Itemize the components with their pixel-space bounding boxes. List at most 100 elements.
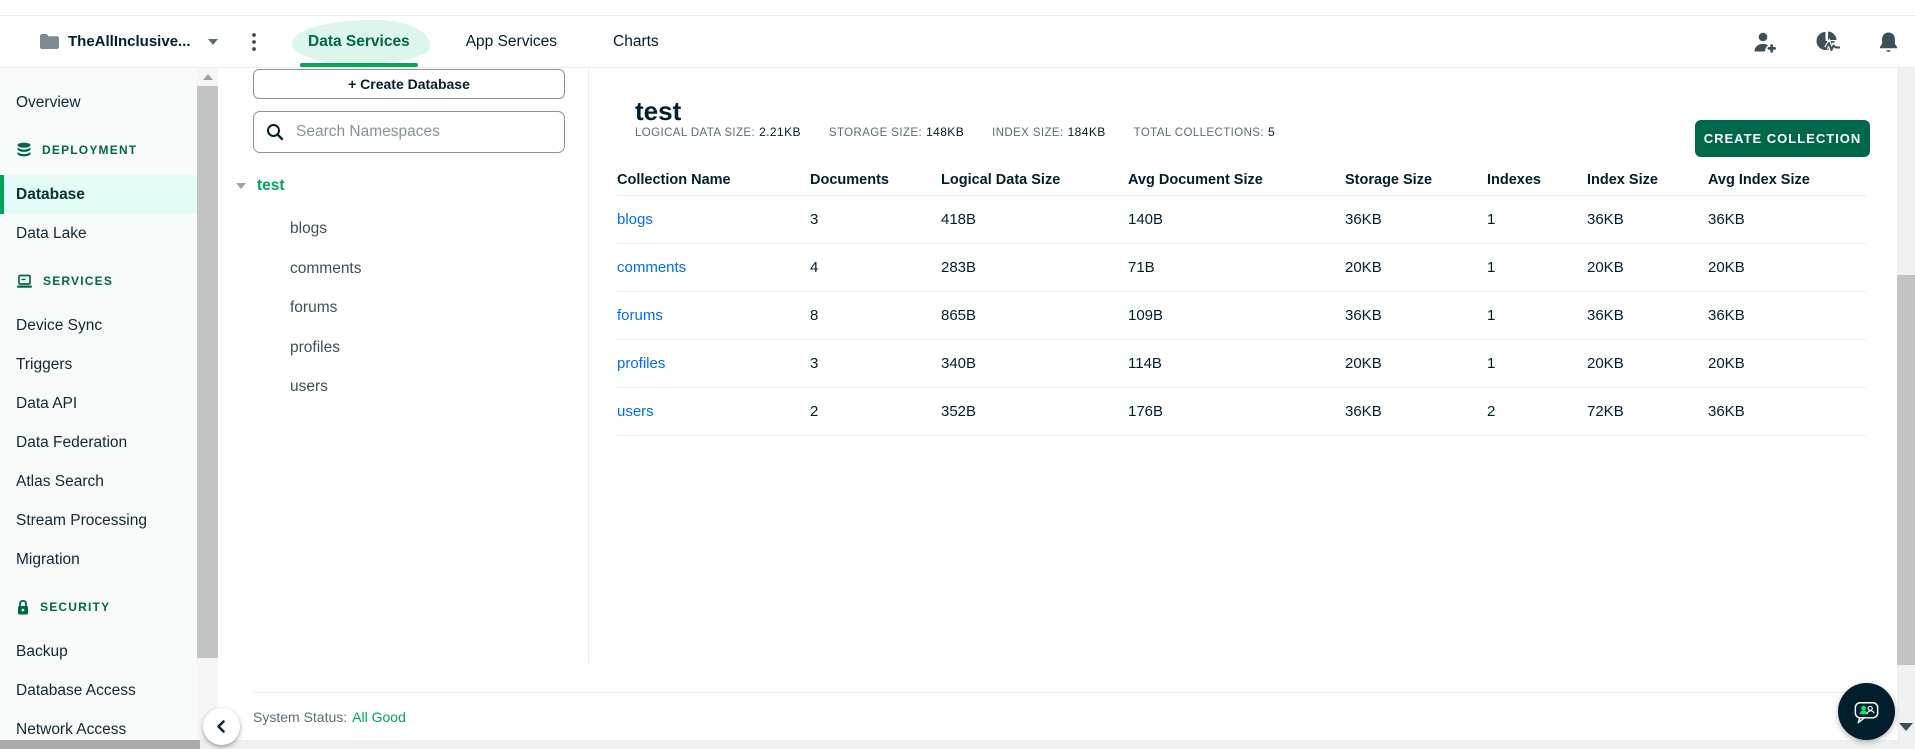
sidebar-scrollbar-thumb[interactable]	[197, 86, 218, 658]
kebab-menu-icon[interactable]	[252, 16, 256, 67]
table-cell: 71B	[1128, 259, 1155, 276]
page-scrollbar-thumb[interactable]	[1897, 275, 1915, 665]
collection-link-forums[interactable]: forums	[617, 307, 663, 324]
database-name[interactable]: test	[257, 177, 285, 194]
sidebar-section-label: SERVICES	[43, 274, 114, 288]
status-value[interactable]: All Good	[352, 709, 406, 725]
table-cell: 3	[810, 355, 819, 372]
stat-label: LOGICAL DATA SIZE:	[635, 127, 756, 139]
page-scrollbar-vertical[interactable]	[1897, 68, 1915, 740]
scrollbar-up-arrow-icon[interactable]	[197, 68, 218, 86]
sidebar-item-overview[interactable]: Overview	[16, 93, 81, 111]
collection-tree-item-comments[interactable]: comments	[290, 259, 362, 277]
collection-link-comments[interactable]: comments	[617, 259, 687, 276]
caret-down-icon[interactable]	[207, 38, 218, 45]
sidebar-item-migration[interactable]: Migration	[16, 550, 80, 568]
column-header-logical-data-size: Logical Data Size	[941, 171, 1061, 188]
horizontal-scrollbar-thumb[interactable]	[0, 740, 200, 749]
table-cell: 2	[1487, 403, 1496, 420]
tab-app-services[interactable]: App Services	[458, 16, 565, 67]
laptop-icon	[16, 274, 33, 289]
table-cell: 283B	[941, 259, 977, 276]
table-row-comments: comments 4 283B 71B 20KB 1 20KB 20KB	[617, 244, 1866, 292]
table-cell: 1	[1487, 259, 1496, 276]
sidebar-item-data-lake[interactable]: Data Lake	[16, 224, 87, 242]
activity-feed-icon[interactable]	[1815, 31, 1840, 53]
database-tree-root[interactable]: test	[236, 172, 285, 200]
table-cell: 8	[810, 307, 819, 324]
sidebar-item-data-api[interactable]: Data API	[16, 394, 78, 412]
invite-user-icon[interactable]	[1753, 31, 1777, 53]
sidebar-section-deployment: DEPLOYMENT	[0, 132, 197, 168]
tab-label: Data Services	[308, 32, 410, 50]
status-bar: System Status: All Good	[253, 692, 1866, 725]
tab-data-services[interactable]: Data Services	[292, 16, 430, 67]
left-sidebar: Overview DEPLOYMENT Database Data Lake SERVI…	[0, 68, 197, 749]
sidebar-item-atlas-search[interactable]: Atlas Search	[16, 472, 104, 490]
database-icon	[16, 142, 32, 158]
sidebar-section-label: DEPLOYMENT	[42, 143, 138, 157]
namespace-search-box[interactable]	[253, 111, 565, 153]
sidebar-item-database-access[interactable]: Database Access	[16, 681, 136, 699]
collection-tree-item-forums[interactable]: forums	[290, 299, 338, 316]
main-content: test LOGICAL DATA SIZE: 2.21KB STORAGE SIZ…	[589, 68, 1897, 749]
status-label: System Status:	[253, 709, 348, 725]
sidebar-item-data-federation[interactable]: Data Federation	[16, 433, 128, 451]
sidebar-item-backup[interactable]: Backup	[16, 642, 68, 660]
chevron-left-icon	[214, 719, 229, 734]
collection-tree-item-blogs[interactable]: blogs	[290, 220, 328, 237]
table-row-blogs: blogs 3 418B 140B 36KB 1 36KB 36KB	[617, 196, 1866, 244]
caret-down-icon[interactable]	[236, 183, 246, 189]
sidebar-section-services: SERVICES	[0, 263, 197, 299]
support-chat-button[interactable]	[1838, 683, 1895, 740]
stat-value: 148KB	[926, 125, 965, 139]
table-cell: 176B	[1128, 403, 1164, 420]
org-switcher[interactable]: TheAllInclusive...	[40, 16, 218, 67]
stat-total-collections: TOTAL COLLECTIONS: 5	[1134, 125, 1275, 139]
lock-icon	[16, 599, 30, 616]
table-cell: 418B	[941, 211, 977, 228]
page-scrollbar-horizontal[interactable]	[0, 740, 1915, 749]
org-name-label: TheAllInclusive...	[68, 33, 191, 50]
search-namespaces-input[interactable]	[294, 122, 552, 142]
collection-link-profiles[interactable]: profiles	[617, 355, 666, 372]
table-row-profiles: profiles 3 340B 114B 20KB 1 20KB 20KB	[617, 340, 1866, 388]
table-cell: 36KB	[1345, 211, 1382, 228]
table-cell: 3	[810, 211, 819, 228]
folder-icon	[40, 34, 59, 49]
page-title: test	[635, 96, 682, 127]
notification-bell-icon[interactable]	[1878, 31, 1899, 53]
column-header-avg-index-size: Avg Index Size	[1708, 171, 1810, 188]
stat-value: 184KB	[1067, 125, 1106, 139]
table-cell: 20KB	[1708, 355, 1745, 372]
table-cell: 36KB	[1708, 403, 1745, 420]
collection-link-blogs[interactable]: blogs	[617, 211, 653, 228]
tab-charts[interactable]: Charts	[605, 16, 667, 67]
sidebar-item-network-access[interactable]: Network Access	[16, 720, 127, 738]
create-database-button[interactable]: + Create Database	[253, 69, 565, 99]
stat-index-size: INDEX SIZE: 184KB	[992, 125, 1106, 139]
sidebar-item-database[interactable]: Database	[0, 175, 197, 214]
namespace-panel: + Create Database test blogs comments foru…	[218, 68, 588, 749]
column-header-avg-document-size: Avg Document Size	[1128, 171, 1263, 188]
collections-table: Collection Name Documents Logical Data Siz…	[617, 164, 1866, 436]
chat-caret-down-icon[interactable]	[1899, 723, 1913, 731]
active-tab-underline	[300, 63, 418, 67]
sidebar-item-triggers[interactable]: Triggers	[16, 355, 73, 373]
panel-divider	[588, 68, 589, 663]
table-cell: 36KB	[1708, 307, 1745, 324]
collection-tree-item-profiles[interactable]: profiles	[290, 338, 340, 356]
sidebar-item-device-sync[interactable]: Device Sync	[16, 316, 103, 334]
collection-link-users[interactable]: users	[617, 403, 654, 420]
table-header-row: Collection Name Documents Logical Data Siz…	[617, 164, 1866, 196]
column-header-index-size: Index Size	[1587, 171, 1658, 188]
collapse-sidebar-button[interactable]	[203, 708, 240, 745]
sidebar-scrollbar[interactable]	[197, 68, 218, 740]
sidebar-item-stream-processing[interactable]: Stream Processing	[16, 511, 147, 529]
table-cell: 109B	[1128, 307, 1164, 324]
table-cell: 140B	[1128, 211, 1164, 228]
create-collection-button[interactable]: CREATE COLLECTION	[1695, 120, 1870, 157]
collection-tree-item-users[interactable]: users	[290, 378, 328, 395]
chat-bubble-people-icon	[1851, 696, 1882, 727]
table-cell: 20KB	[1587, 259, 1624, 276]
